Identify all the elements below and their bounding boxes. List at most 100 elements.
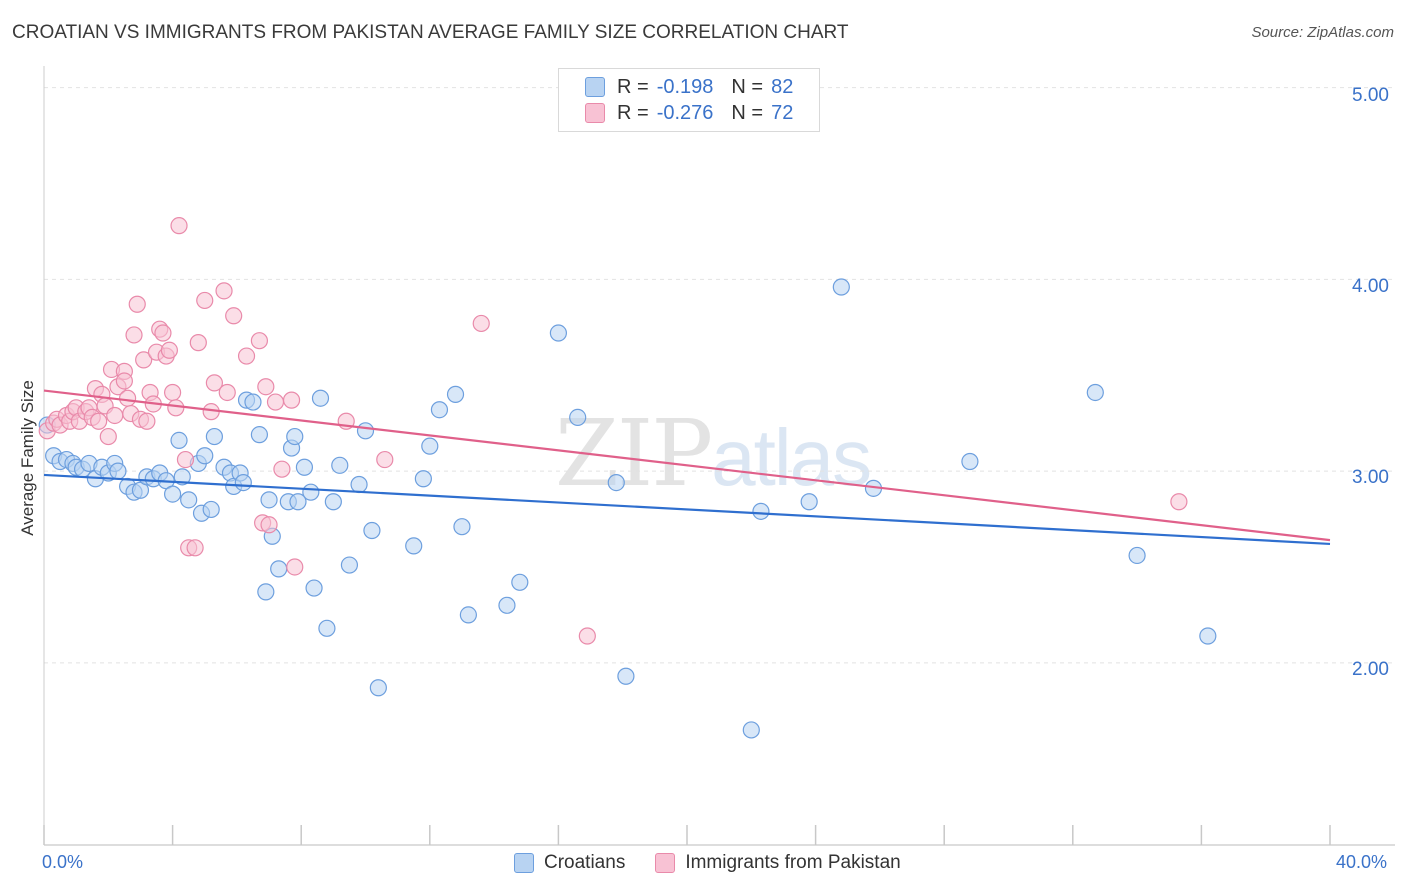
point-series1-35	[160, 341, 178, 359]
legend-row-croatians: R = -0.198 N = 82	[585, 75, 811, 99]
point-series0-57	[405, 537, 423, 555]
point-series1-16	[99, 427, 117, 446]
point-series1-46	[215, 282, 233, 300]
point-series1-33	[154, 324, 172, 342]
point-series1-52	[257, 378, 275, 396]
legend-n-label: N =	[731, 101, 764, 124]
point-series0-23	[180, 491, 198, 509]
point-series0-61	[446, 385, 465, 403]
point-series0-35	[244, 393, 262, 411]
point-series0-33	[234, 473, 252, 492]
trendline-series0	[43, 473, 1331, 546]
point-series1-13	[90, 412, 108, 430]
y-tick-label-2: 2.00	[1352, 659, 1389, 680]
watermark-thin: atlas	[711, 413, 872, 502]
point-series0-53	[350, 475, 368, 494]
point-series0-68	[607, 473, 625, 492]
point-series1-53	[260, 516, 278, 534]
legend-item-croatians: Croatians	[514, 852, 625, 874]
point-series1-36	[164, 383, 182, 402]
legend-swatch-croatians	[514, 853, 534, 873]
point-series1-59	[376, 450, 394, 469]
legend-label-croatians: Croatians	[544, 852, 626, 873]
point-series1-45	[205, 374, 223, 392]
legend-r-value: -0.198	[656, 75, 714, 98]
point-series1-38	[170, 217, 188, 235]
point-series0-50	[324, 493, 342, 511]
point-series0-66	[549, 324, 568, 342]
y-tick-label-4: 4.00	[1352, 276, 1389, 297]
point-series0-73	[832, 278, 850, 296]
point-series0-63	[459, 606, 477, 624]
point-series1-62	[1170, 493, 1188, 511]
legend-swatch-pakistan	[585, 103, 605, 123]
legend-swatch-pakistan	[655, 853, 676, 873]
source-label: Source: ZipAtlas.com	[1251, 24, 1394, 41]
chart-title: CROATIAN VS IMMIGRANTS FROM PAKISTAN AVE…	[12, 22, 849, 43]
point-series0-77	[1128, 546, 1146, 565]
legend-item-pakistan: Immigrants from Pakistan	[655, 852, 901, 874]
y-axis-title: Average Family Size	[18, 380, 37, 536]
correlation-legend: R = -0.198 N = 82 R = -0.276 N = 72	[558, 68, 820, 132]
point-series0-58	[414, 470, 432, 488]
point-series1-61	[578, 627, 596, 645]
point-series0-52	[340, 556, 359, 574]
point-series0-21	[170, 431, 188, 450]
point-series0-60	[430, 401, 449, 419]
y-tick-label-3: 3.00	[1352, 467, 1389, 488]
point-series0-51	[331, 456, 349, 474]
point-series1-18	[106, 406, 124, 425]
point-series0-45	[295, 458, 314, 476]
point-series1-21	[115, 372, 133, 390]
point-series0-56	[369, 679, 387, 697]
point-series1-41	[186, 539, 204, 557]
point-series0-59	[421, 437, 439, 455]
point-series0-38	[260, 491, 278, 509]
point-series0-49	[318, 619, 336, 637]
point-series1-43	[196, 291, 214, 310]
point-series0-65	[511, 573, 529, 591]
point-series1-50	[250, 332, 269, 350]
legend-row-pakistan: R = -0.276 N = 72	[585, 101, 811, 125]
point-series0-54	[356, 422, 375, 440]
legend-swatch-croatians	[585, 77, 605, 97]
point-series1-48	[225, 307, 243, 325]
point-series1-28	[138, 412, 156, 430]
point-series1-49	[237, 347, 256, 365]
point-series0-47	[305, 579, 323, 597]
point-series0-69	[617, 667, 635, 685]
legend-r-value: -0.276	[656, 101, 714, 124]
point-series0-62	[453, 518, 471, 536]
point-series0-28	[205, 427, 223, 446]
point-series0-76	[1086, 383, 1104, 402]
point-series1-60	[472, 314, 490, 333]
point-series1-57	[286, 558, 304, 576]
legend-n-value: 72	[771, 101, 794, 124]
point-series1-55	[273, 460, 291, 478]
legend-r-label: R =	[617, 101, 649, 124]
point-series0-48	[311, 389, 330, 407]
series-legend: Croatians Immigrants from Pakistan	[514, 852, 931, 874]
point-series0-27	[202, 500, 220, 519]
legend-r-label: R =	[617, 75, 649, 98]
point-series0-44	[289, 493, 307, 511]
point-series1-54	[266, 393, 285, 411]
point-series0-64	[498, 596, 516, 614]
point-series0-20	[164, 485, 182, 503]
point-series0-36	[250, 426, 269, 444]
point-series1-39	[176, 450, 195, 469]
point-series0-46	[302, 483, 320, 501]
y-tick-label-5: 5.00	[1352, 85, 1389, 106]
point-series0-71	[752, 502, 770, 520]
point-series1-25	[128, 295, 146, 313]
point-series1-27	[135, 351, 153, 369]
x-tick-label-min: 0.0%	[42, 852, 84, 872]
point-series0-26	[196, 447, 214, 465]
legend-n-label: N =	[731, 75, 764, 98]
point-series1-37	[167, 399, 185, 417]
point-series1-22	[118, 389, 137, 407]
point-series1-24	[125, 326, 143, 344]
point-series0-70	[742, 721, 760, 739]
point-series0-43	[286, 427, 304, 446]
